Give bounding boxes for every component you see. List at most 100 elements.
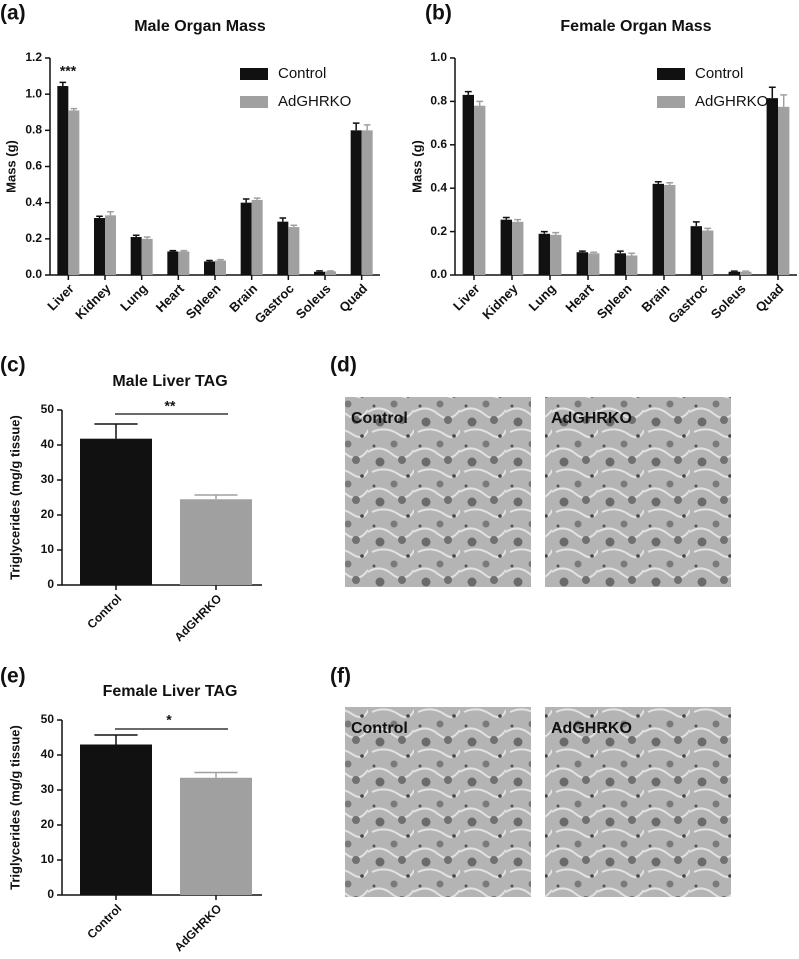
image-label: Control	[351, 720, 408, 737]
bar	[778, 106, 790, 275]
y-tick-label: 20	[41, 507, 55, 521]
legend-swatch	[240, 68, 268, 80]
bar	[550, 234, 562, 275]
error-bar	[242, 198, 250, 203]
chart: (c) Male Liver TAG Triglycerides (mg/g tis…	[0, 354, 262, 644]
x-tick-label: Liver	[44, 281, 77, 314]
error-bar	[217, 258, 224, 261]
error-bar	[628, 252, 636, 256]
y-tick-label: 40	[41, 437, 55, 451]
y-tick-label: 0	[47, 887, 54, 901]
bar	[130, 237, 142, 275]
x-tick-label: Liver	[450, 281, 483, 314]
y-tick-label: 30	[41, 782, 55, 796]
annotation: **	[165, 398, 176, 414]
y-tick-label: 50	[41, 712, 55, 726]
error-bar	[692, 221, 700, 227]
y-tick-label: 0.8	[25, 123, 42, 137]
error-bar	[666, 182, 674, 185]
y-tick-label: 0.8	[430, 94, 447, 108]
error-bar	[206, 259, 213, 262]
bar	[500, 219, 512, 275]
bar	[652, 183, 664, 275]
y-tick-label: 0.4	[430, 180, 447, 194]
bar	[178, 251, 190, 275]
error-bar	[742, 270, 750, 272]
x-tick-label: Heart	[562, 280, 597, 315]
panel-label: (e)	[0, 665, 26, 688]
chart: (b) Female Organ Mass Mass (g) 0.0 0.2 0.4 0.6…	[409, 2, 797, 326]
error-bar	[780, 94, 788, 107]
error-bar	[96, 215, 103, 219]
error-bar	[578, 250, 586, 253]
bar	[314, 271, 325, 275]
bar	[474, 105, 486, 276]
error-bar	[59, 81, 67, 87]
error-bar	[502, 216, 510, 220]
bar	[350, 130, 362, 275]
annotation: ***	[60, 63, 77, 79]
y-axis-label: Mass (g)	[3, 140, 18, 193]
histology-image	[345, 397, 531, 587]
y-tick-label: 10	[41, 852, 55, 866]
error-bar	[552, 231, 560, 235]
error-bar	[194, 494, 238, 500]
y-tick-label: 50	[41, 402, 55, 416]
x-tick-label: Spleen	[183, 281, 224, 322]
y-tick-label: 10	[41, 542, 55, 556]
x-tick-label: Brain	[226, 281, 260, 315]
panel-label: (b)	[425, 2, 452, 25]
bar	[141, 238, 153, 275]
bar	[664, 184, 676, 275]
y-tick-label: 1.0	[25, 86, 42, 100]
error-bar	[514, 218, 522, 222]
image-label: AdGHRKO	[551, 410, 632, 427]
error-bar	[169, 249, 177, 252]
error-bar	[768, 86, 776, 99]
y-tick-label: 0.6	[430, 137, 447, 151]
error-bar	[730, 270, 738, 272]
x-tick-label: Kidney	[479, 280, 521, 322]
y-axis-label: Mass (g)	[409, 140, 424, 193]
bar	[325, 271, 336, 275]
error-bar	[590, 251, 598, 254]
error-bar	[352, 122, 360, 131]
x-tick-label: Lung	[117, 281, 150, 314]
chart-title: Male Liver TAG	[112, 373, 227, 390]
bar	[576, 252, 588, 275]
x-tick-label: Brain	[638, 281, 672, 315]
bar	[180, 499, 252, 585]
histology-image	[545, 707, 731, 897]
legend-label: Control	[278, 65, 326, 82]
legend-label: Control	[695, 65, 743, 82]
bar	[180, 777, 252, 895]
panel-label: (a)	[0, 2, 26, 25]
error-bar	[132, 234, 140, 238]
x-tick-label: Soleus	[293, 281, 334, 322]
error-bar	[279, 217, 287, 222]
bar	[614, 253, 626, 275]
y-tick-label: 0.2	[25, 231, 42, 245]
bar	[690, 226, 702, 275]
bar	[68, 110, 80, 275]
bar	[94, 218, 105, 275]
image-label: AdGHRKO	[551, 720, 632, 737]
bar	[105, 215, 116, 275]
bar	[361, 130, 373, 275]
y-tick-label: 30	[41, 472, 55, 486]
error-bar	[194, 771, 238, 778]
bar	[728, 271, 740, 275]
bar	[277, 221, 289, 275]
bar	[288, 227, 300, 275]
legend-swatch	[240, 96, 268, 108]
error-bar	[654, 180, 662, 184]
image-label: Control	[351, 410, 408, 427]
y-tick-label: 0	[47, 577, 54, 591]
chart-title: Female Organ Mass	[560, 18, 711, 35]
x-tick-label: Soleus	[708, 281, 749, 322]
y-tick-label: 0.0	[430, 267, 447, 281]
bar	[215, 260, 226, 275]
panel-label: (d)	[330, 354, 357, 377]
y-tick-label: 1.2	[25, 50, 42, 64]
